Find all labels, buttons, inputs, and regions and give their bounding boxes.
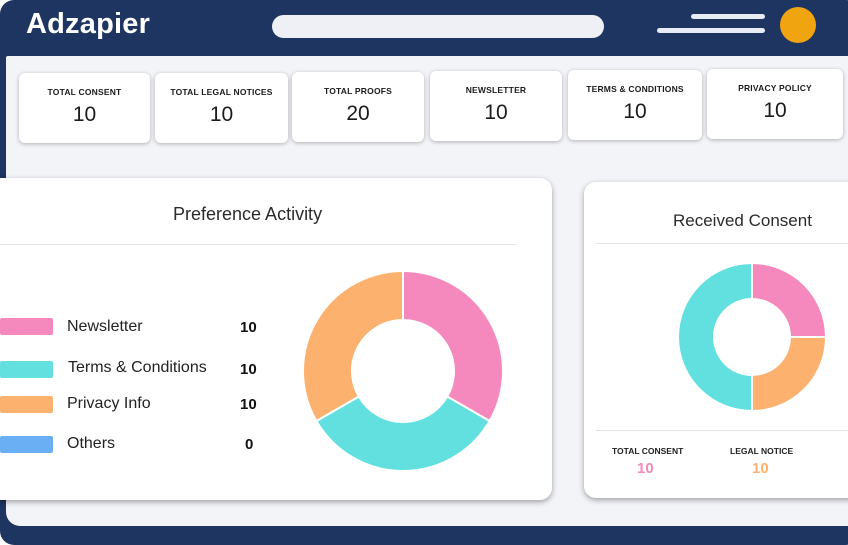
legend-swatch bbox=[0, 396, 53, 413]
legend-value: 10 bbox=[240, 396, 257, 413]
divider bbox=[0, 244, 516, 245]
stat-card-total-legal-notices[interactable]: TOTAL LEGAL NOTICES 10 bbox=[155, 73, 288, 143]
legend-label: Terms & Conditions bbox=[68, 359, 207, 376]
legend-swatch bbox=[0, 318, 53, 335]
legend-value: 10 bbox=[240, 361, 257, 378]
footer-value-total-consent: 10 bbox=[637, 460, 654, 477]
panel-title: Received Consent bbox=[673, 211, 812, 230]
footer-value-legal-notice: 10 bbox=[752, 460, 769, 477]
top-navbar: Adzapier bbox=[0, 0, 848, 56]
stat-card-total-consent[interactable]: TOTAL CONSENT 10 bbox=[19, 73, 150, 143]
footer-label-total-consent: TOTAL CONSENT bbox=[612, 446, 684, 456]
divider bbox=[596, 243, 848, 244]
footer-label-legal-notice: LEGAL NOTICE bbox=[730, 446, 794, 456]
legend-value: 10 bbox=[240, 319, 257, 336]
stat-value: 10 bbox=[209, 103, 234, 126]
menu-icon[interactable] bbox=[657, 13, 769, 39]
preference-legend: Newsletter 10 Terms & Conditions 10 Priv… bbox=[0, 318, 290, 468]
legend-swatch bbox=[0, 361, 53, 378]
legend-label: Privacy Info bbox=[67, 395, 151, 412]
stat-value: 10 bbox=[623, 100, 647, 123]
donut-slice-legal-notice[interactable] bbox=[751, 336, 828, 413]
stat-value: 10 bbox=[763, 99, 787, 122]
donut-slice-total-consent[interactable] bbox=[751, 261, 828, 338]
legend-swatch bbox=[0, 436, 53, 453]
brand-logo[interactable]: Adzapier bbox=[26, 8, 151, 40]
stat-value: 20 bbox=[346, 102, 370, 125]
legend-label: Others bbox=[67, 435, 116, 452]
donut-slice-privacy-info[interactable] bbox=[302, 269, 404, 423]
stat-label: PRIVACY POLICY bbox=[738, 83, 812, 93]
preference-donut-chart bbox=[302, 269, 504, 472]
stat-label: NEWSLETTER bbox=[465, 85, 527, 95]
stat-card-terms-conditions[interactable]: TERMS & CONDITIONS 10 bbox=[568, 70, 702, 140]
menu-line bbox=[657, 28, 765, 33]
stat-card-newsletter[interactable]: NEWSLETTER 10 bbox=[430, 71, 562, 141]
panel-title: Preference Activity bbox=[173, 204, 323, 224]
donut-slice-terms-conditions[interactable] bbox=[315, 395, 491, 472]
legend-label: Newsletter bbox=[67, 318, 143, 335]
received-consent-donut-chart bbox=[677, 261, 828, 413]
stat-card-privacy-policy[interactable]: PRIVACY POLICY 10 bbox=[707, 69, 843, 139]
search-bar[interactable] bbox=[272, 15, 604, 38]
donut-slice-newsletter[interactable] bbox=[402, 269, 504, 423]
stat-label: TOTAL CONSENT bbox=[47, 87, 122, 97]
stat-label: TOTAL LEGAL NOTICES bbox=[170, 87, 273, 97]
divider bbox=[596, 430, 848, 431]
stat-value: 10 bbox=[72, 103, 97, 126]
stat-card-total-proofs[interactable]: TOTAL PROOFS 20 bbox=[292, 72, 424, 142]
legend-value: 0 bbox=[245, 436, 254, 453]
menu-line bbox=[691, 14, 765, 19]
stat-value: 10 bbox=[484, 101, 508, 124]
donut-slice-other[interactable] bbox=[677, 261, 753, 413]
stat-label: TERMS & CONDITIONS bbox=[586, 84, 684, 94]
user-avatar[interactable] bbox=[780, 7, 816, 43]
stat-label: TOTAL PROOFS bbox=[323, 86, 393, 96]
